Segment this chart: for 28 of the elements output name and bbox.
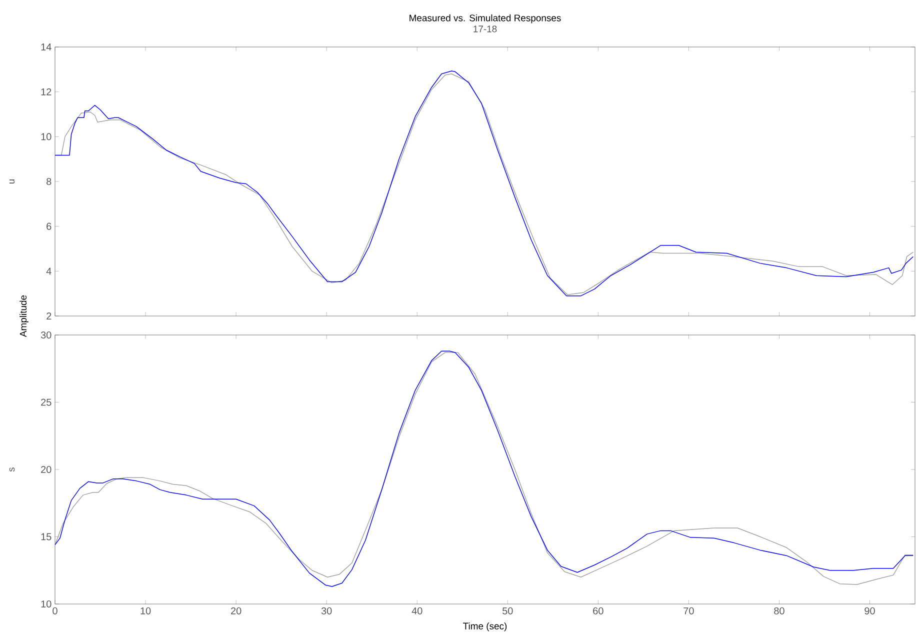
y-tick-label: 6: [46, 222, 52, 230]
x-tick-label: 70: [684, 607, 694, 614]
x-tick-label: 50: [502, 607, 513, 614]
text: Amplitude: [20, 295, 28, 338]
y-tick-label: 30: [40, 331, 52, 339]
y-tick-label: 12: [41, 88, 52, 96]
x-tick-label: 20: [231, 607, 242, 614]
x-tick-label: 60: [593, 607, 604, 614]
chart-title: Measured vs. Simulated Responses: [410, 14, 561, 24]
y-axis-title: s: [9, 467, 15, 472]
x-axis-title: Time (sec): [463, 622, 507, 632]
y-tick-label: 20: [41, 466, 52, 474]
y-tick-label: 10: [41, 600, 52, 608]
y-tick-label: 25: [41, 398, 52, 406]
x-tick-label: 30: [321, 607, 332, 614]
y-axis-title: u: [9, 179, 15, 184]
x-tick-label: 80: [774, 607, 784, 614]
y-tick-label: 2: [46, 312, 52, 320]
x-tick-label: 90: [864, 607, 875, 614]
x-tick-label: 40: [412, 607, 422, 614]
y-tick-label: 14: [41, 44, 52, 50]
y-tick-label: 4: [46, 268, 52, 275]
y-tick-label: 15: [41, 533, 52, 540]
x-tick-label: 0: [52, 607, 58, 614]
x-tick-label: 10: [140, 607, 151, 614]
y-tick-label: 10: [41, 133, 52, 140]
y-tick-label: 8: [46, 178, 52, 186]
chart-subtitle: 17-18: [474, 26, 497, 32]
